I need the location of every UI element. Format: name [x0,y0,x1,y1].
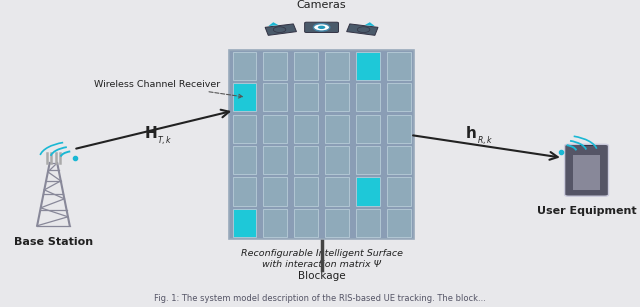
Bar [232,146,257,174]
Bar [325,177,349,206]
Text: Blockage: Blockage [298,271,346,282]
Bar [325,115,349,143]
Text: $_{\mathit{T,k}}$: $_{\mathit{T,k}}$ [157,134,173,148]
Bar [229,50,414,239]
Bar [232,177,257,206]
Bar [294,83,318,111]
Polygon shape [265,24,296,35]
Bar [387,52,411,80]
Text: $\mathbf{h}$: $\mathbf{h}$ [465,125,476,141]
Polygon shape [365,22,375,26]
Circle shape [318,25,325,29]
Bar [356,146,380,174]
Bar [232,209,257,237]
Bar [232,115,257,143]
Text: $\mathbf{H}$: $\mathbf{H}$ [144,125,157,141]
Text: Wireless Channel Receiver: Wireless Channel Receiver [94,80,243,98]
Bar [263,83,287,111]
Bar [294,177,318,206]
Bar [387,115,411,143]
Bar [232,52,257,80]
Text: User Equipment: User Equipment [537,206,636,216]
Bar [294,209,318,237]
Circle shape [357,27,370,33]
Polygon shape [268,22,278,26]
Bar [387,146,411,174]
FancyBboxPatch shape [564,144,609,196]
Text: $_{\mathit{R,k}}$: $_{\mathit{R,k}}$ [477,134,493,148]
Circle shape [314,24,330,31]
Text: Fig. 1: The system model description of the RIS-based UE tracking. The block...: Fig. 1: The system model description of … [154,294,486,303]
Bar [294,146,318,174]
Bar [356,209,380,237]
Bar [263,177,287,206]
Bar [387,177,411,206]
Bar [573,155,600,190]
Bar [263,209,287,237]
Bar [580,145,593,146]
Bar [387,83,411,111]
Bar [356,177,380,206]
Bar [356,115,380,143]
Bar [294,52,318,80]
Circle shape [273,27,286,33]
Bar [263,52,287,80]
Bar [325,209,349,237]
Bar [263,115,287,143]
Bar [294,115,318,143]
Text: Reconfigurable Intelligent Surface: Reconfigurable Intelligent Surface [241,249,403,258]
Text: Cameras: Cameras [297,0,346,10]
FancyBboxPatch shape [305,22,339,33]
Bar [232,83,257,111]
Bar [387,209,411,237]
Text: with interaction matrix Ψ: with interaction matrix Ψ [262,260,381,269]
Bar [325,83,349,111]
Polygon shape [347,24,378,35]
Bar [356,52,380,80]
Text: Base Station: Base Station [14,237,93,247]
Bar [325,146,349,174]
Bar [263,146,287,174]
Bar [356,83,380,111]
Bar [325,52,349,80]
